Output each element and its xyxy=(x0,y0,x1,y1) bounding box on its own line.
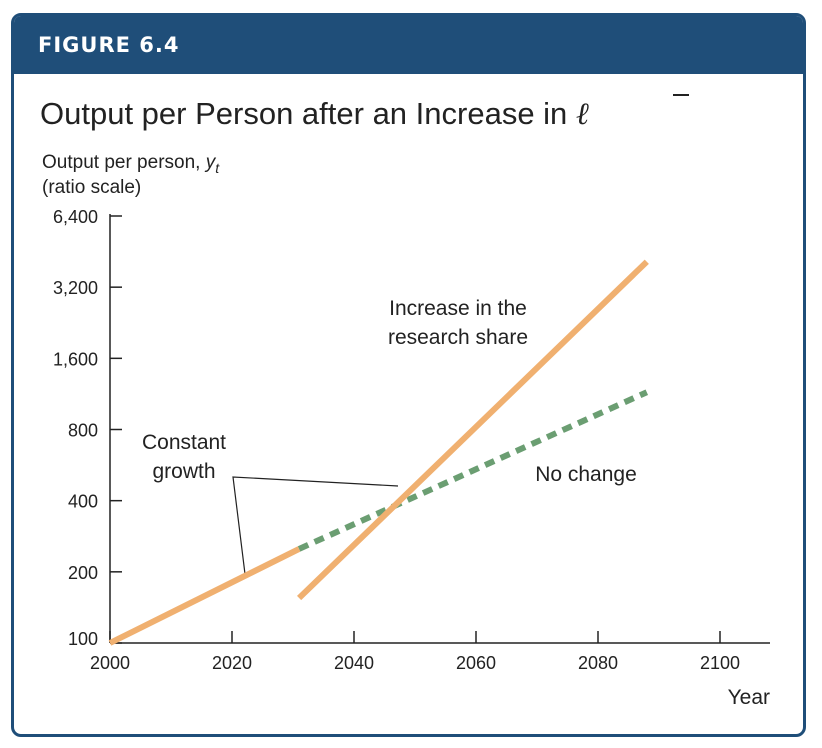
y-axis-label-sub: t xyxy=(215,160,220,176)
x-tick-label: 2060 xyxy=(456,653,496,673)
annotation-leader xyxy=(232,476,399,575)
y-tick-label: 1,600 xyxy=(53,349,98,369)
y-tick-label: 200 xyxy=(68,563,98,583)
x-axis-label: Year xyxy=(728,686,770,709)
x-tick-label: 2020 xyxy=(212,653,252,673)
x-tick-label: 2080 xyxy=(578,653,618,673)
series-line-increase xyxy=(297,259,649,601)
x-tick-label: 2040 xyxy=(334,653,374,673)
annotation-increase-2: research share xyxy=(388,326,528,349)
y-ticks: 100 200 400 800 1,600 3,200 6,400 xyxy=(53,207,122,649)
figure-header: FIGURE 6.4 xyxy=(14,16,803,74)
y-axis-label-line2: (ratio scale) xyxy=(42,177,141,198)
annotation-no-change: No change xyxy=(535,463,637,486)
series-group xyxy=(108,259,649,646)
y-axis-label-var: y xyxy=(204,152,217,173)
figure-label: FIGURE 6.4 xyxy=(38,33,180,57)
annotation-increase-1: Increase in the xyxy=(389,297,527,320)
chart-title-text: Output per Person after an Increase in xyxy=(40,96,576,131)
x-tick-label: 2000 xyxy=(90,653,130,673)
y-tick-label: 800 xyxy=(68,421,98,441)
y-tick-label: 3,200 xyxy=(53,278,98,298)
figure-frame: FIGURE 6.4 xyxy=(11,13,806,737)
y-axis-label: Output per person, yt xyxy=(42,152,220,176)
y-tick-label: 100 xyxy=(68,629,98,649)
series-line-constant xyxy=(108,546,301,646)
chart-title-symbol: ℓ xyxy=(576,96,589,132)
chart-title: Output per Person after an Increase in ℓ xyxy=(40,96,589,132)
y-axis-label-text: Output per person, xyxy=(42,152,206,173)
annotation-constant-growth-2: growth xyxy=(152,460,215,483)
x-tick-label: 2100 xyxy=(700,653,740,673)
x-ticks: 2000 2020 2040 2060 2080 2100 xyxy=(90,631,740,673)
series-line-no_change xyxy=(297,389,649,552)
y-tick-label: 6,400 xyxy=(53,207,98,227)
y-tick-label: 400 xyxy=(68,492,98,512)
annotation-constant-growth-1: Constant xyxy=(142,431,226,454)
